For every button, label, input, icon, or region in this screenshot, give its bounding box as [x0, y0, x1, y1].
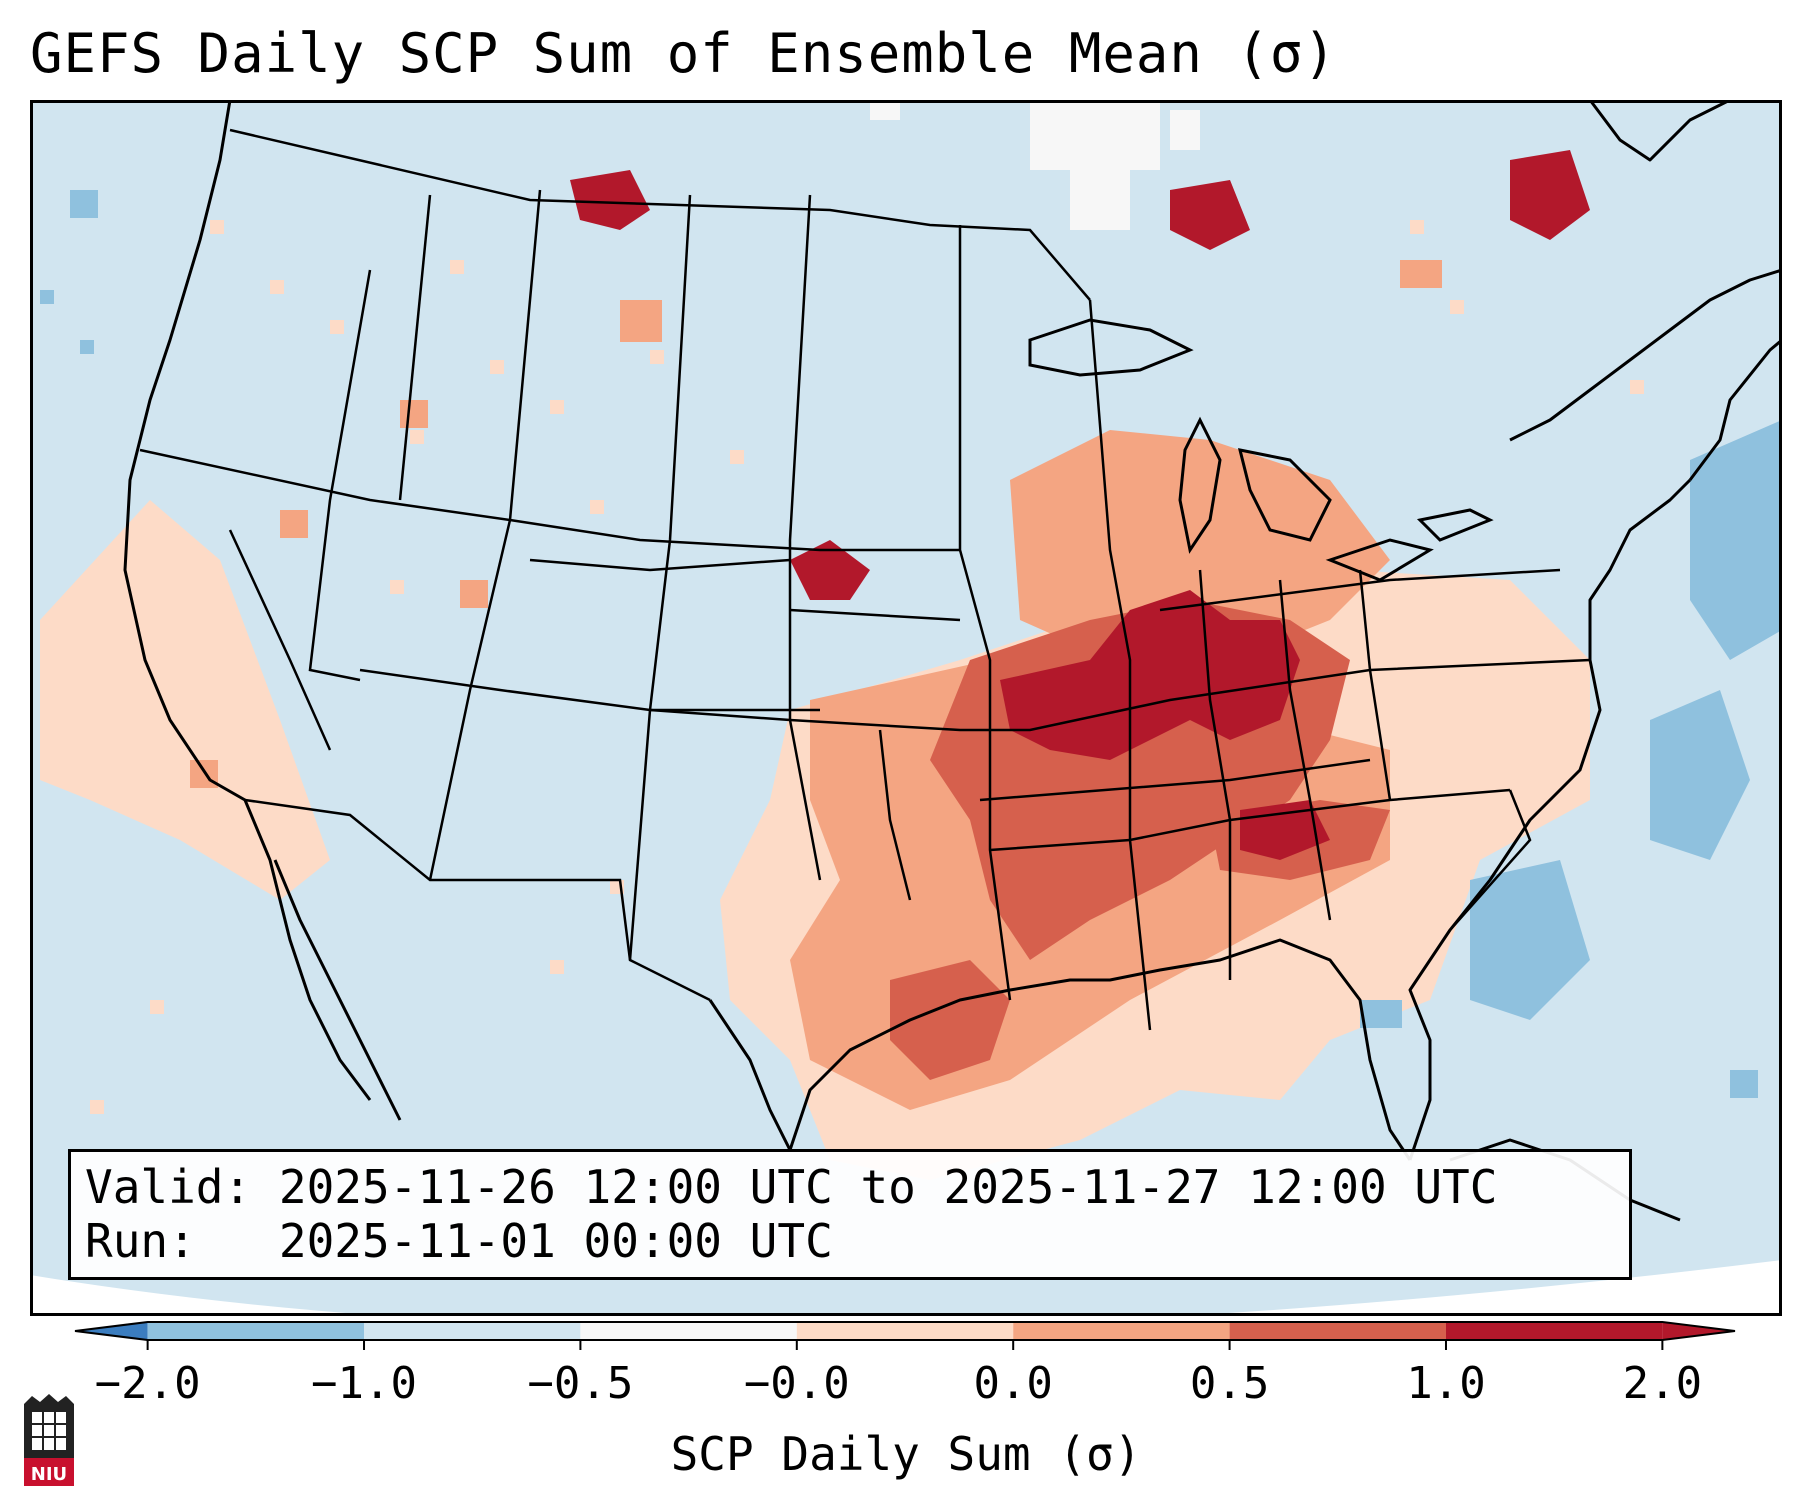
colorbar-extend-low: [75, 1322, 148, 1340]
colorbar-segment: [364, 1322, 581, 1340]
logo-text: NIU: [31, 1464, 67, 1485]
colorbar-tick-label: 0.0: [973, 1358, 1052, 1409]
colorbar-extend-high: [1662, 1322, 1735, 1340]
colorbar-segment: [1445, 1322, 1663, 1340]
colorbar-tick-label: 1.0: [1406, 1358, 1485, 1409]
colorbar: −2.0 −1.0 −0.5 −0.0 0.0 0.5 1.0 2.0 SCP Daily S…: [74, 1321, 1736, 1481]
colorbar-tick-label: −0.0: [744, 1358, 850, 1409]
anomaly-near-zero: [870, 100, 1200, 230]
projection-edge: [30, 1260, 1782, 1316]
colorbar-tick-label: −1.0: [311, 1358, 417, 1409]
colorbar-label: SCP Daily Sum (σ): [671, 1427, 1142, 1481]
anomaly-speckles-medium: [190, 260, 1442, 788]
colorbar-segment: [1229, 1322, 1446, 1340]
run-value: 2025-11-01 00:00 UTC: [278, 1214, 833, 1268]
anomaly-light-positive-west: [40, 500, 330, 900]
colorbar-segment: [796, 1322, 1014, 1340]
map-panel: [30, 100, 1782, 1316]
anomaly-strong-positive-tx: [890, 960, 1010, 1080]
map-frame: [30, 100, 1782, 1316]
valid-run-box: Valid: 2025-11-26 12:00 UTC to 2025-11-2…: [68, 1149, 1632, 1280]
colorbar-tick-label: −0.5: [527, 1358, 633, 1409]
anomaly-extreme-positive-qc: [1510, 150, 1590, 240]
valid-value: 2025-11-26 12:00 UTC to 2025-11-27 12:00…: [278, 1160, 1498, 1214]
colorbar-tick-label: 0.5: [1190, 1358, 1269, 1409]
colorbar-tick-label: −2.0: [95, 1358, 201, 1409]
anomaly-extreme-positive-mt: [570, 170, 650, 230]
anomaly-negative: [40, 190, 1782, 1098]
anomaly-extreme-positive-ne: [790, 540, 870, 600]
anomaly-extreme-positive-on: [1170, 180, 1250, 250]
colorbar-segment: [147, 1322, 365, 1340]
great-lakes: [1028, 318, 1494, 582]
niu-logo: NIU: [24, 1394, 74, 1486]
anomaly-extreme-positive: [1000, 590, 1300, 760]
political-boundaries: [139, 128, 1591, 1031]
colorbar-tick-label: 2.0: [1623, 1358, 1702, 1409]
colorbar-segment: [580, 1322, 797, 1340]
valid-label: Valid:: [85, 1160, 252, 1214]
colorbar-segment: [1013, 1322, 1230, 1340]
run-label: Run:: [85, 1214, 196, 1268]
anomaly-speckles: [90, 220, 1644, 1114]
chart-title: GEFS Daily SCP Sum of Ensemble Mean (σ): [30, 22, 1337, 85]
